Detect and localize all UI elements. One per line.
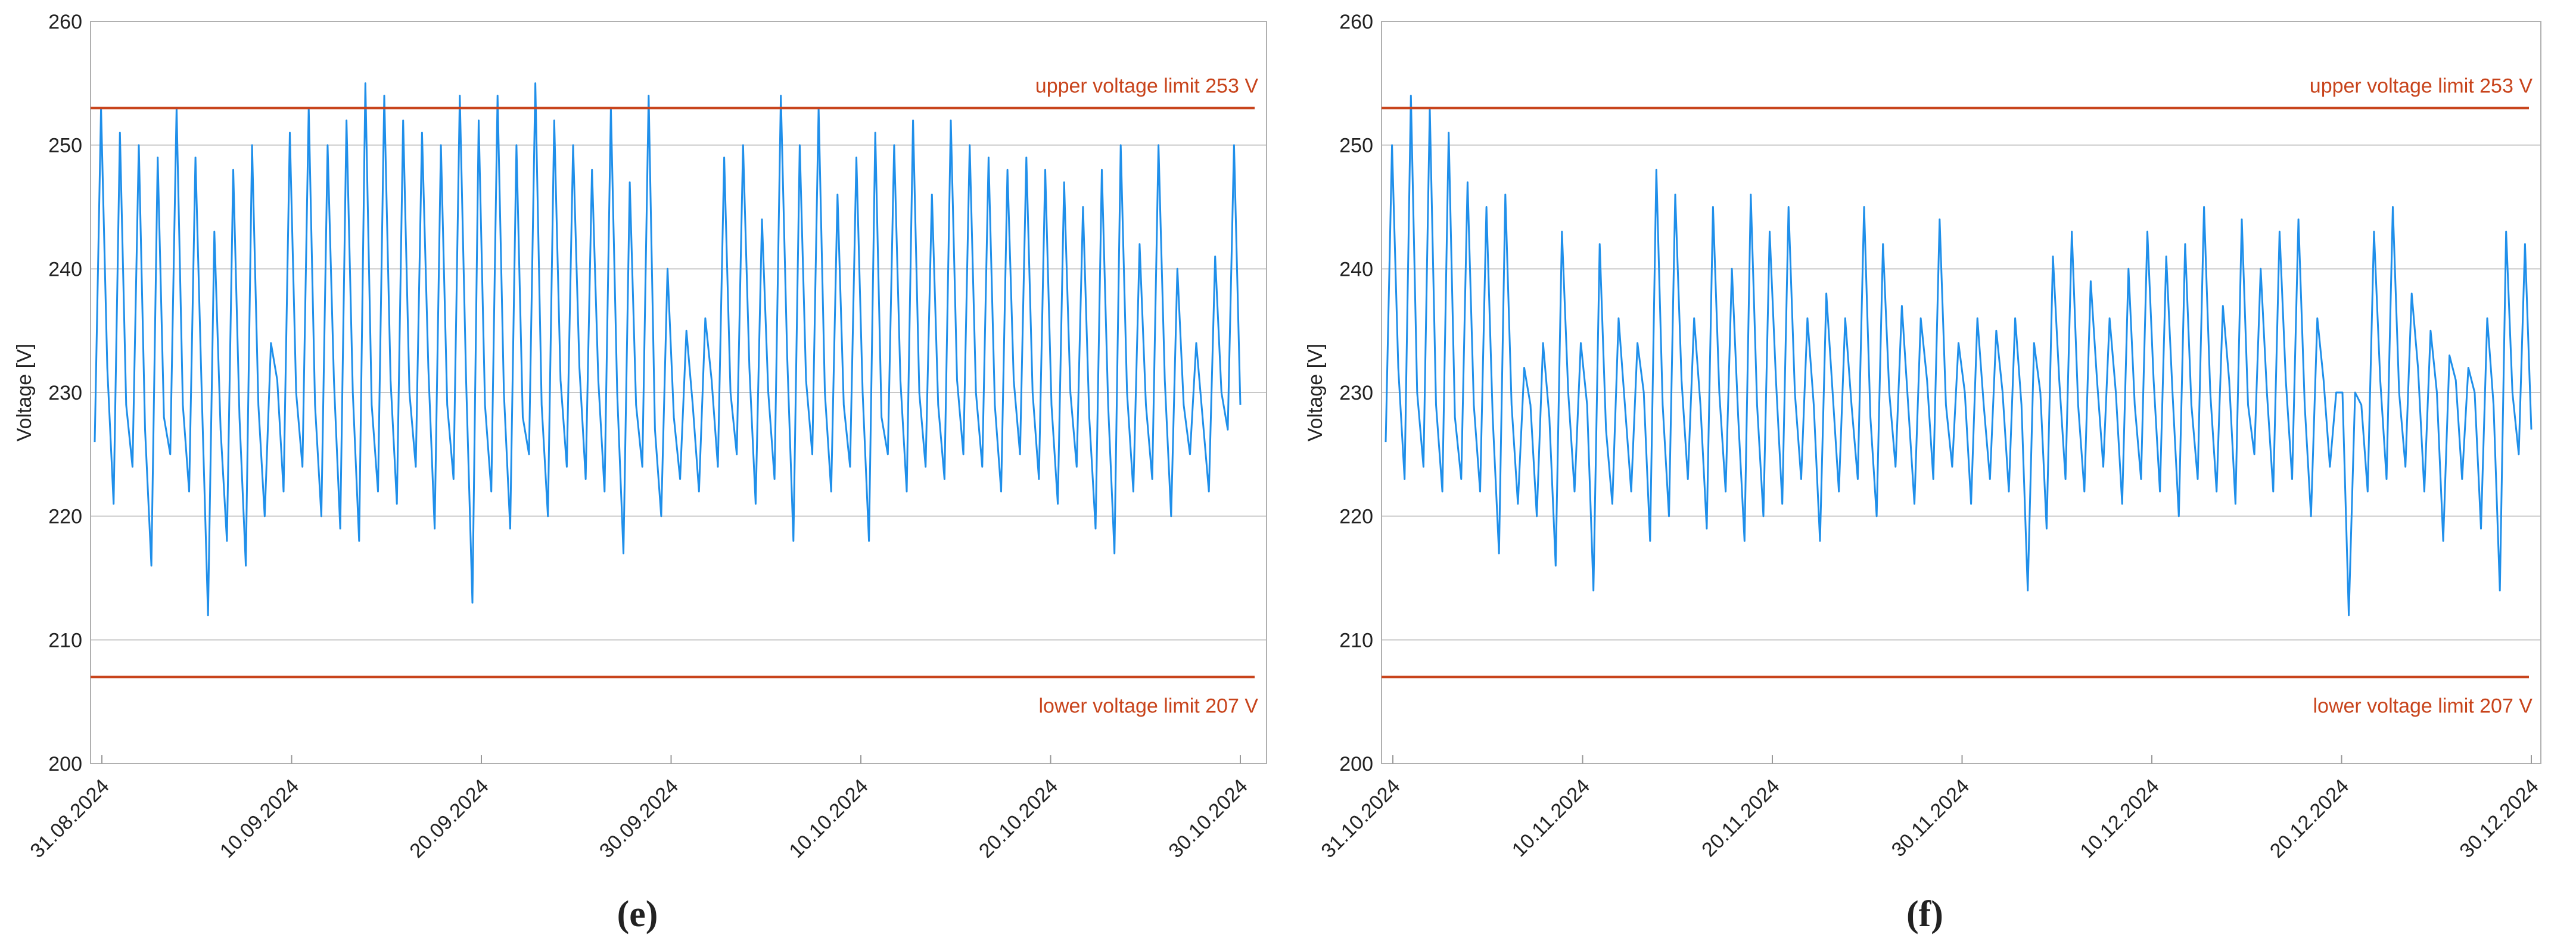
y-tick-label: 220 xyxy=(1339,506,1373,528)
x-tick-label: 30.09.2024 xyxy=(595,775,683,862)
limit-label: lower voltage limit 207 V xyxy=(1038,695,1258,718)
y-tick-label: 250 xyxy=(48,135,82,157)
plot-frame xyxy=(90,21,1267,764)
y-tick-label: 210 xyxy=(48,629,82,652)
x-tick-label: 10.11.2024 xyxy=(1508,775,1594,861)
y-tick-label: 200 xyxy=(48,753,82,775)
plot-frame xyxy=(1381,21,2541,764)
x-tick-label: 30.10.2024 xyxy=(1164,775,1252,862)
voltage-line xyxy=(1385,95,2533,616)
y-tick-label: 210 xyxy=(1339,629,1373,652)
y-tick-label: 240 xyxy=(48,258,82,281)
y-axis-label: Voltage [V] xyxy=(1304,344,1327,441)
y-tick-label: 240 xyxy=(1339,258,1373,281)
x-tick-label: 10.10.2024 xyxy=(785,775,872,862)
limit-label: lower voltage limit 207 V xyxy=(2313,695,2533,718)
y-axis-label: Voltage [V] xyxy=(13,344,36,441)
x-tick-label: 20.10.2024 xyxy=(975,775,1062,862)
x-tick-label: 30.12.2024 xyxy=(2455,775,2543,862)
limit-label: upper voltage limit 253 V xyxy=(2310,74,2533,97)
y-tick-label: 200 xyxy=(1339,753,1373,775)
panel-label: (e) xyxy=(617,894,658,935)
x-tick-label: 10.09.2024 xyxy=(216,775,303,862)
x-tick-label: 31.08.2024 xyxy=(26,775,113,862)
x-tick-label: 20.12.2024 xyxy=(2266,775,2353,862)
x-tick-label: 20.09.2024 xyxy=(405,775,493,862)
y-tick-label: 260 xyxy=(48,11,82,33)
voltage-line xyxy=(94,82,1242,616)
y-tick-label: 250 xyxy=(1339,135,1373,157)
x-tick-label: 30.11.2024 xyxy=(1887,775,1974,861)
y-tick-label: 260 xyxy=(1339,11,1373,33)
limit-label: upper voltage limit 253 V xyxy=(1035,74,1259,97)
x-tick-label: 31.10.2024 xyxy=(1317,775,1404,862)
x-tick-label: 20.11.2024 xyxy=(1697,775,1784,861)
y-tick-label: 230 xyxy=(1339,382,1373,404)
panel-label: (f) xyxy=(1906,894,1943,935)
y-tick-label: 230 xyxy=(48,382,82,404)
y-tick-label: 220 xyxy=(48,506,82,528)
x-tick-label: 10.12.2024 xyxy=(2076,775,2163,862)
